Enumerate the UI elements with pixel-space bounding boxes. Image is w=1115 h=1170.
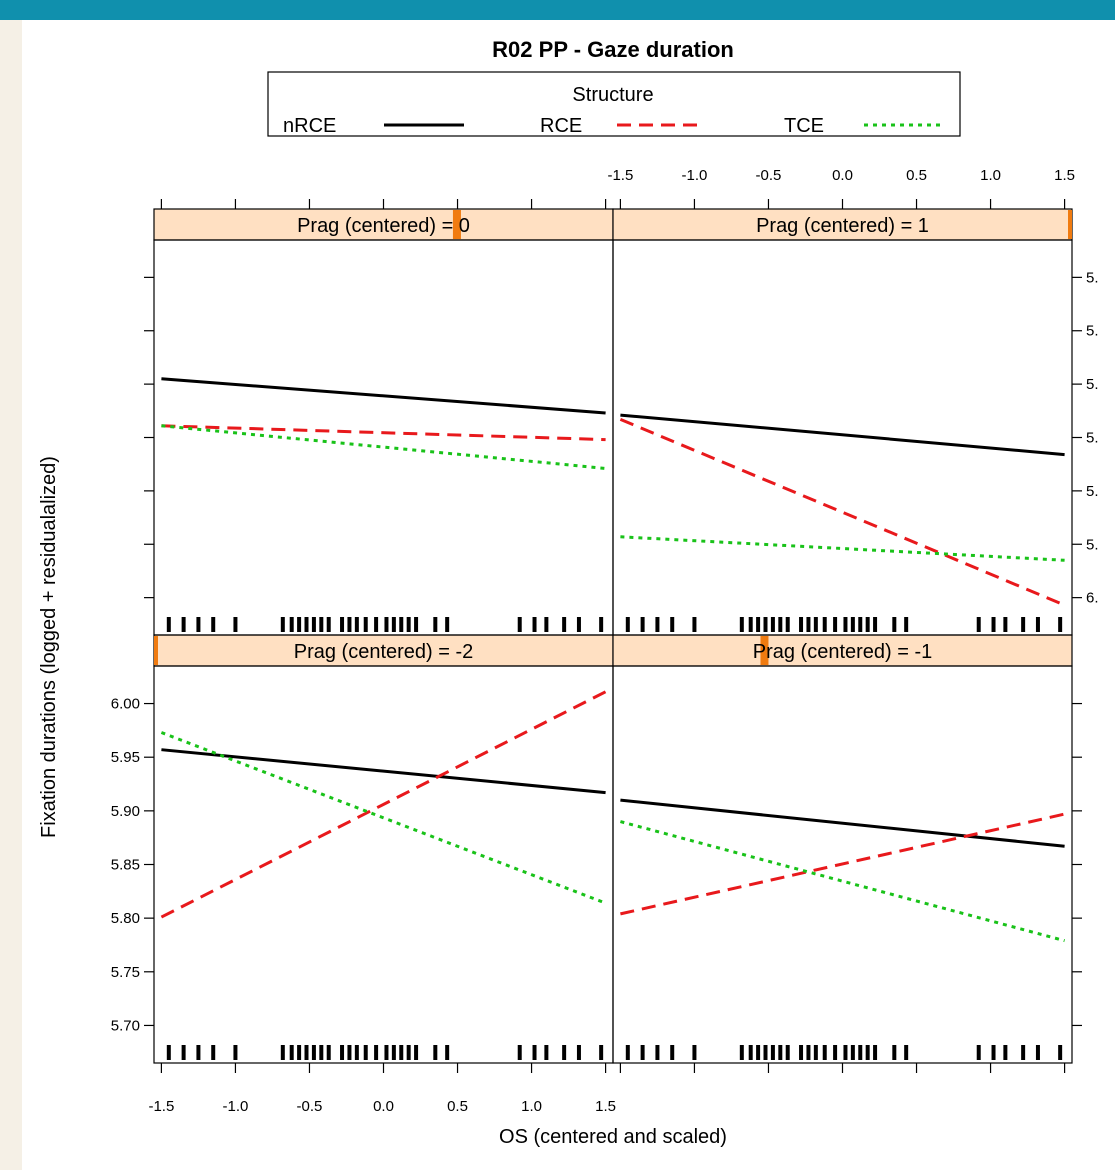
legend-box bbox=[267, 71, 961, 137]
y-tick-label: 5. bbox=[1086, 430, 1099, 447]
y-tick-label: 5.70 bbox=[111, 1017, 140, 1034]
series-line-nrce bbox=[620, 798, 1065, 848]
panel-frame bbox=[153, 665, 614, 1064]
y-tick-label: 5.95 bbox=[111, 749, 140, 766]
x-tick-label: -1.0 bbox=[682, 167, 708, 184]
panel-strip-label: Prag (centered) = 0 bbox=[297, 215, 470, 237]
x-tick-label: 0.0 bbox=[832, 167, 853, 184]
panel-strip bbox=[612, 208, 1073, 241]
legend-label-rce: RCE bbox=[540, 115, 582, 137]
y-tick-label: 6.00 bbox=[111, 696, 140, 713]
panel-frame bbox=[612, 239, 1073, 636]
y-tick-label: 5. bbox=[1086, 483, 1099, 500]
x-tick-label: -1.0 bbox=[223, 1098, 249, 1115]
top-bar bbox=[0, 0, 1115, 20]
panel-strip bbox=[153, 208, 614, 241]
panels-group: Prag (centered) = -2 Prag (centered) = -1… bbox=[153, 208, 1073, 1064]
series-line-nrce bbox=[161, 748, 606, 795]
x-tick-label: 1.5 bbox=[595, 1098, 616, 1115]
left-sidebar bbox=[0, 20, 22, 1170]
strip-level-marker bbox=[1068, 210, 1072, 239]
x-axis-label: OS (centered and scaled) bbox=[499, 1126, 727, 1148]
panel-strip-label: Prag (centered) = -2 bbox=[294, 641, 474, 663]
series-line-tce bbox=[160, 731, 607, 905]
y-tick-label: 5.90 bbox=[111, 803, 140, 820]
y-tick-label: 5. bbox=[1086, 536, 1099, 553]
legend-title: Structure bbox=[572, 84, 653, 106]
y-tick-label: 5.85 bbox=[111, 857, 140, 874]
x-tick-label: -1.5 bbox=[607, 167, 633, 184]
x-tick-label: 1.0 bbox=[980, 167, 1001, 184]
series-line-tce bbox=[620, 535, 1065, 562]
series-line-nrce bbox=[161, 377, 606, 415]
y-tick-label: 5. bbox=[1086, 323, 1099, 340]
series-line-rce bbox=[160, 690, 607, 919]
panel-strip-label: Prag (centered) = -1 bbox=[753, 641, 933, 663]
strip-level-marker bbox=[154, 636, 158, 665]
y-axis-label: Fixation durations (logged + residualali… bbox=[38, 456, 60, 838]
y-tick-label: 5. bbox=[1086, 376, 1099, 393]
y-tick-label: 5. bbox=[1086, 269, 1099, 286]
x-tick-label: 1.0 bbox=[521, 1098, 542, 1115]
x-tick-label: 1.5 bbox=[1054, 167, 1075, 184]
y-tick-label: 5.75 bbox=[111, 964, 140, 981]
y-tick-label: 6. bbox=[1086, 590, 1099, 607]
panel-strip-label: Prag (centered) = 1 bbox=[756, 215, 929, 237]
legend: Structure nRCE RCE TCE bbox=[267, 71, 961, 137]
x-tick-label: 0.0 bbox=[373, 1098, 394, 1115]
series-line-nrce bbox=[620, 413, 1065, 457]
axes-group: -1.5 -1.0 -0.5 0.0 0.5 1.0 1.5 -1.5 -1.0 -0.5 0.0 0… bbox=[111, 167, 1099, 1115]
x-tick-label: -0.5 bbox=[297, 1098, 323, 1115]
series-line-rce bbox=[620, 812, 1065, 916]
y-tick-label: 5.80 bbox=[111, 910, 140, 927]
series-line-rce bbox=[619, 417, 1066, 607]
series-line-tce bbox=[161, 424, 606, 470]
legend-label-nrce: nRCE bbox=[283, 115, 336, 137]
x-tick-label: 0.5 bbox=[447, 1098, 468, 1115]
legend-label-tce: TCE bbox=[784, 115, 824, 137]
chart-title: R02 PP - Gaze duration bbox=[492, 37, 734, 62]
strip-level-marker bbox=[760, 636, 769, 665]
x-tick-label: 0.5 bbox=[906, 167, 927, 184]
strip-level-marker bbox=[452, 210, 461, 239]
x-tick-label: -1.5 bbox=[148, 1098, 174, 1115]
x-tick-label: -0.5 bbox=[756, 167, 782, 184]
series-line-rce bbox=[161, 424, 606, 442]
